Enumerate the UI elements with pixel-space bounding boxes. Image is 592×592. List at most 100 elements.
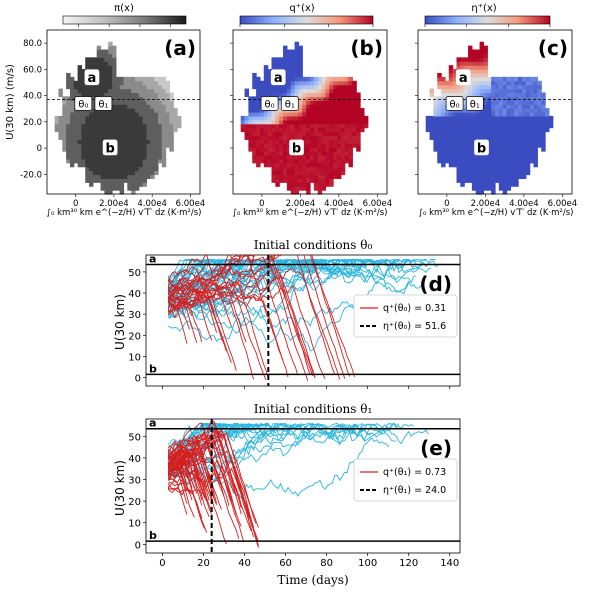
- heatmap-cell: [298, 96, 303, 101]
- heatmap-cell: [154, 76, 159, 82]
- heatmap-cell: [441, 158, 446, 164]
- heatmap-cell: [96, 92, 102, 97]
- heatmap-cell: [286, 139, 292, 144]
- heatmap-cell: [131, 166, 136, 172]
- heatmap-cell: [154, 119, 159, 125]
- heatmap-cell: [310, 127, 315, 133]
- heatmap-cell: [521, 100, 527, 105]
- heatmap-cell: [356, 92, 361, 97]
- heatmap-cell: [545, 115, 550, 121]
- heatmap-cell: [348, 92, 353, 97]
- heatmap-cell: [452, 154, 458, 160]
- heatmap-cell: [286, 112, 292, 117]
- panel-a-cbar-title: π(x): [114, 3, 134, 14]
- heatmap-cell: [66, 96, 71, 101]
- heatmap-cell: [108, 123, 113, 129]
- heatmap-cell: [502, 104, 508, 109]
- heatmap-cell: [313, 112, 319, 117]
- heatmap-cell: [256, 143, 261, 148]
- heatmap-cell: [483, 96, 488, 101]
- heatmap-cell: [452, 162, 458, 168]
- heatmap-cell: [433, 108, 438, 113]
- heatmap-cell: [69, 135, 75, 140]
- heatmap-cell: [73, 112, 79, 117]
- heatmap-cell: [483, 100, 488, 105]
- heatmap-cell: [460, 127, 465, 133]
- heatmap-cell: [146, 147, 151, 152]
- heatmap-cell: [146, 174, 151, 179]
- heatmap-cell: [138, 162, 144, 168]
- heatmap-cell: [336, 158, 342, 164]
- heatmap-cell: [533, 143, 538, 148]
- heatmap-cell: [89, 158, 94, 164]
- heatmap-cell: [271, 162, 276, 168]
- heatmap-cell: [244, 88, 249, 94]
- heatmap-cell: [468, 65, 473, 70]
- heatmap-cell: [286, 53, 292, 58]
- heatmap-cell: [279, 131, 284, 137]
- heatmap-cell: [306, 123, 311, 129]
- heatmap-cell: [506, 151, 511, 156]
- heatmap-cell: [502, 131, 508, 137]
- heatmap-cell: [263, 135, 269, 140]
- heatmap-cell: [541, 119, 546, 125]
- heatmap-cell: [506, 135, 511, 140]
- heatmap-cell: [518, 162, 523, 168]
- heatmap-cell: [529, 108, 535, 113]
- heatmap-cell: [85, 88, 90, 94]
- heatmap-cell: [441, 115, 446, 121]
- heatmap-cell: [464, 131, 469, 137]
- heatmap-cell: [498, 139, 504, 144]
- heatmap-cell: [456, 170, 461, 176]
- heatmap-cell: [313, 170, 319, 176]
- heatmap-cell: [115, 162, 121, 168]
- heatmap-cell: [256, 108, 261, 113]
- heatmap-cell: [279, 88, 284, 94]
- heatmap-cell: [115, 166, 121, 172]
- heatmap-cell: [452, 147, 458, 152]
- heatmap-cell: [456, 65, 461, 70]
- heatmap-cell: [73, 119, 79, 125]
- heatmap-cell: [429, 123, 434, 129]
- heatmap-cell: [119, 131, 125, 137]
- panel-e-ylabel: U(30 km): [113, 460, 127, 516]
- heatmap-cell: [127, 112, 132, 117]
- heatmap-cell: [471, 147, 477, 152]
- heatmap-cell: [115, 112, 121, 117]
- heatmap-cell: [54, 115, 60, 121]
- heatmap-cell: [518, 96, 523, 101]
- heatmap-cell: [286, 166, 292, 172]
- heatmap-cell: [491, 143, 496, 148]
- heatmap-cell: [119, 127, 125, 133]
- heatmap-cell: [437, 127, 442, 133]
- heatmap-cell: [548, 123, 554, 129]
- heatmap-cell: [321, 92, 326, 97]
- heatmap-cell: [310, 92, 315, 97]
- heatmap-cell: [529, 115, 535, 121]
- heatmap-cell: [134, 166, 140, 172]
- heatmap-cell: [154, 151, 159, 156]
- heatmap-cell: [525, 158, 531, 164]
- state-label: θ₀: [265, 99, 275, 110]
- heatmap-cell: [134, 178, 140, 183]
- trajectory-to-a: [168, 280, 424, 333]
- heatmap-cell: [119, 151, 125, 156]
- heatmap-cell: [325, 100, 330, 105]
- heatmap-cell: [518, 151, 523, 156]
- heatmap-cell: [146, 170, 151, 176]
- heatmap-cell: [259, 143, 265, 148]
- heatmap-cell: [313, 143, 319, 148]
- heatmap-cell: [138, 104, 144, 109]
- heatmap-cell: [173, 127, 178, 133]
- heatmap-cell: [115, 108, 121, 113]
- heatmap-cell: [452, 69, 458, 74]
- y-tick-label: 20: [128, 497, 141, 508]
- heatmap-cell: [263, 154, 269, 160]
- heatmap-cell: [444, 119, 450, 125]
- heatmap-cell: [298, 88, 303, 94]
- heatmap-cell: [498, 80, 504, 86]
- heatmap-cell: [138, 131, 144, 137]
- heatmap-cell: [127, 135, 132, 140]
- heatmap-cell: [502, 158, 508, 164]
- heatmap-cell: [150, 123, 155, 129]
